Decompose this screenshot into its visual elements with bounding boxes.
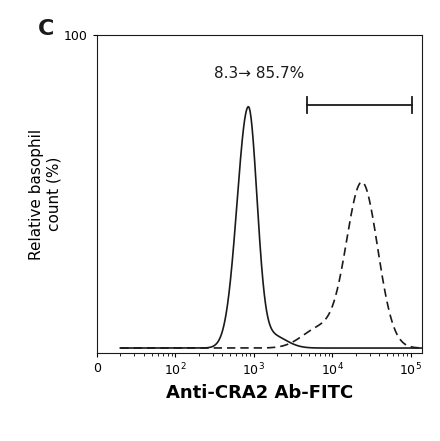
Y-axis label: Relative basophil
count (%): Relative basophil count (%): [29, 128, 61, 260]
Text: 8.3→ 85.7%: 8.3→ 85.7%: [214, 66, 305, 81]
X-axis label: Anti-CRA2 Ab-FITC: Anti-CRA2 Ab-FITC: [166, 384, 353, 402]
Text: C: C: [38, 19, 55, 39]
